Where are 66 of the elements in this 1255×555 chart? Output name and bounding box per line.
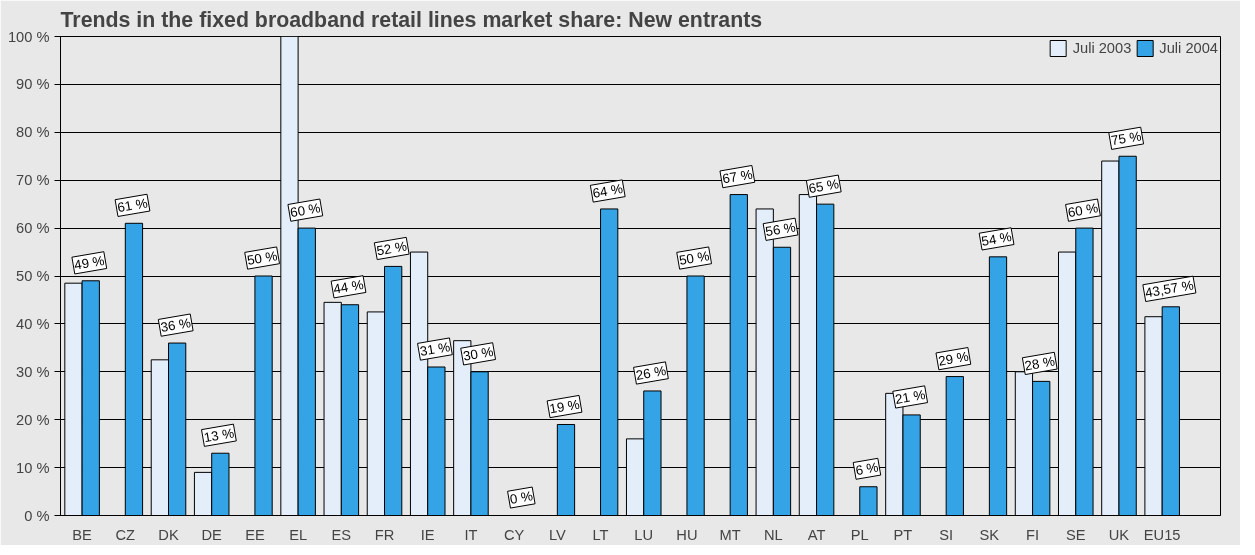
- x-tick-label: CZ: [115, 526, 136, 543]
- x-tick-label: EU15: [1143, 526, 1181, 543]
- x-tick-label: LV: [548, 526, 566, 543]
- legend-label: Juli 2004: [1159, 40, 1218, 56]
- x-tick-label: DK: [158, 526, 179, 543]
- x-tick-label: SE: [1065, 526, 1086, 543]
- x-tick-label: IE: [420, 526, 435, 543]
- data-label: 44 %: [332, 276, 365, 297]
- y-tick-label: 30 %: [16, 363, 50, 380]
- x-tick-label: PT: [893, 526, 913, 543]
- data-label: 50 %: [677, 248, 711, 268]
- y-tick-label: 20 %: [16, 411, 50, 428]
- y-tick-label: 60 %: [16, 220, 50, 237]
- x-tick-label: MT: [719, 526, 741, 543]
- x-tick-label: PL: [850, 526, 869, 543]
- data-label: 29 %: [937, 348, 970, 369]
- x-tick-label: UK: [1108, 526, 1130, 543]
- data-label: 28 %: [1023, 353, 1057, 374]
- y-tick-label: 90 %: [16, 76, 50, 93]
- x-tick-label: SI: [939, 526, 954, 543]
- y-tick-label: 80 %: [16, 124, 50, 141]
- data-label: 19 %: [548, 396, 581, 417]
- x-tick-label: NL: [763, 526, 783, 543]
- data-label: 6 %: [854, 459, 880, 479]
- x-tick-label: FR: [374, 526, 395, 543]
- y-tick-label: 70 %: [16, 172, 50, 189]
- data-label: 36 %: [159, 315, 193, 336]
- data-label: 54 %: [980, 228, 1013, 249]
- data-label: 60 %: [1066, 200, 1100, 221]
- data-label: 65 %: [807, 176, 841, 197]
- data-label: 60 %: [289, 200, 322, 221]
- x-tick-label: DE: [201, 526, 223, 543]
- x-tick-label: LU: [634, 526, 654, 543]
- data-label: 67 %: [721, 166, 754, 187]
- data-label: 26 %: [634, 363, 668, 383]
- data-label: 43,57 %: [1144, 277, 1195, 301]
- x-tick-label: CY: [503, 526, 525, 543]
- data-label: 21 %: [893, 386, 927, 407]
- data-label: 50 %: [245, 248, 279, 268]
- x-tick-label: HU: [676, 526, 698, 543]
- data-label: 52 %: [375, 238, 409, 259]
- chart-title: Trends in the fixed broadband retail lines market share: New entrants: [60, 7, 763, 32]
- data-label: 75 %: [1109, 128, 1143, 149]
- y-tick-label: 100 %: [7, 28, 50, 45]
- x-tick-label: BE: [72, 526, 93, 543]
- x-tick-label: AT: [807, 526, 826, 543]
- data-label: 56 %: [764, 219, 797, 240]
- x-tick-label: LT: [592, 526, 609, 543]
- y-tick-label: 50 %: [16, 268, 50, 284]
- x-tick-label: IT: [464, 526, 478, 543]
- legend-label: Juli 2003: [1072, 40, 1132, 56]
- data-label: 61 %: [116, 195, 149, 216]
- x-tick-label: FI: [1026, 526, 1040, 543]
- data-label: 64 %: [591, 181, 625, 201]
- data-label: 30 %: [461, 343, 495, 364]
- x-tick-label: EE: [245, 526, 265, 543]
- y-tick-label: 10 %: [16, 459, 50, 476]
- data-label: 31 %: [418, 339, 452, 360]
- y-tick-label: 40 %: [16, 315, 50, 332]
- data-label: 0 %: [508, 488, 535, 507]
- x-tick-label: SK: [979, 526, 1000, 543]
- data-label: 49 %: [73, 252, 106, 273]
- x-tick-label: ES: [331, 526, 352, 543]
- y-tick-label: 0 %: [24, 507, 50, 524]
- data-label: 13 %: [202, 425, 236, 446]
- x-tick-label: EL: [289, 526, 308, 543]
